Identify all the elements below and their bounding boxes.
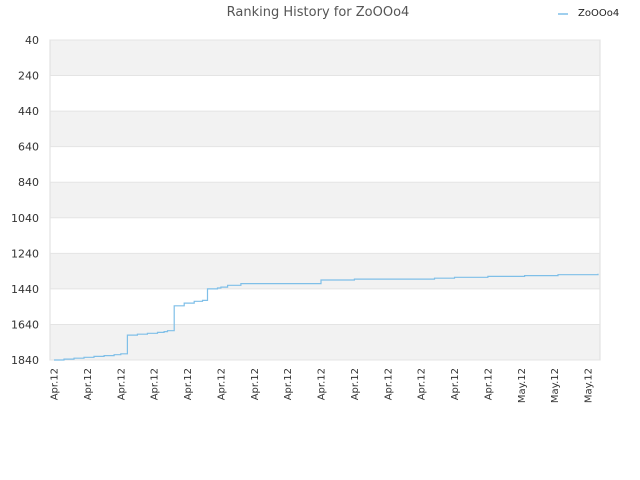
legend-label-zoooo4: ZoOOo4 bbox=[578, 8, 619, 19]
x-tick-label: Apr.12 bbox=[450, 368, 461, 400]
series-layer bbox=[54, 273, 599, 361]
x-tick-label: Apr.12 bbox=[50, 368, 61, 400]
plot-band bbox=[50, 217, 600, 254]
x-tick-label: Apr.12 bbox=[417, 368, 428, 400]
series-line-zoooo4 bbox=[54, 273, 599, 361]
y-tick-label: 840 bbox=[18, 176, 39, 189]
y-tick-label: 1840 bbox=[11, 354, 39, 367]
chart-title: Ranking History for ZoOOo4 bbox=[227, 5, 410, 20]
x-axis-ticks: Apr.12 Apr.12 Apr.12 Apr.12 Apr.12 Apr.12 Apr.… bbox=[50, 368, 595, 403]
x-tick-label: May.12 bbox=[584, 368, 595, 403]
x-tick-label: Apr.12 bbox=[483, 368, 494, 400]
y-axis-ticks: 40 240 440 640 840 1040 1240 1440 1640 1840 bbox=[11, 34, 39, 367]
y-tick-label: 1040 bbox=[11, 212, 39, 225]
plot-band bbox=[50, 40, 600, 76]
y-tick-label: 640 bbox=[18, 141, 39, 154]
plot-band bbox=[50, 253, 600, 289]
plot-background-bands bbox=[50, 40, 600, 360]
x-tick-label: Apr.12 bbox=[183, 368, 194, 400]
x-tick-label: Apr.12 bbox=[317, 368, 328, 400]
y-tick-label: 1240 bbox=[11, 247, 39, 260]
x-tick-label: Apr.12 bbox=[150, 368, 161, 400]
x-tick-label: Apr.12 bbox=[250, 368, 261, 400]
x-tick-label: Apr.12 bbox=[283, 368, 294, 400]
plot-band bbox=[50, 324, 600, 360]
x-tick-label: Apr.12 bbox=[350, 368, 361, 400]
plot-band bbox=[50, 111, 600, 147]
plot-band bbox=[50, 182, 600, 218]
y-tick-label: 1640 bbox=[11, 318, 39, 331]
x-tick-label: Apr.12 bbox=[216, 368, 227, 400]
legend[interactable]: ZoOOo4 bbox=[558, 8, 619, 19]
x-tick-label: Apr.12 bbox=[83, 368, 94, 400]
plot-band bbox=[50, 75, 600, 112]
x-tick-label: Apr.12 bbox=[116, 368, 127, 400]
x-tick-label: Apr.12 bbox=[383, 368, 394, 400]
y-tick-label: 240 bbox=[18, 70, 39, 83]
x-tick-label: May.12 bbox=[550, 368, 561, 403]
plot-band bbox=[50, 288, 600, 325]
plot-band bbox=[50, 146, 600, 183]
gridlines bbox=[50, 39, 600, 361]
y-tick-label: 1440 bbox=[11, 283, 39, 296]
x-tick-label: May.12 bbox=[517, 368, 528, 403]
y-tick-label: 40 bbox=[25, 34, 39, 47]
y-tick-label: 440 bbox=[18, 105, 39, 118]
